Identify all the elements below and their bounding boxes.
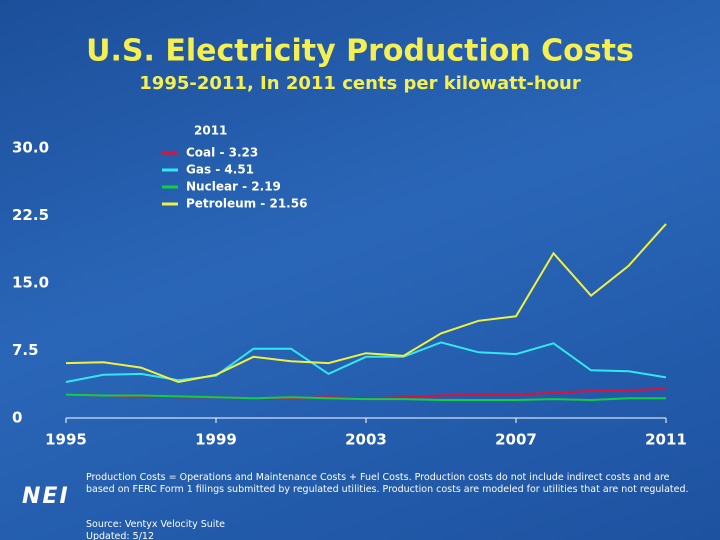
legend-label: Coal - 3.23	[186, 146, 258, 160]
legend-label: Gas - 4.51	[186, 163, 254, 177]
logo: NEI	[22, 484, 70, 509]
updated: Updated: 5/12	[86, 531, 154, 540]
x-tick-label: 1999	[195, 431, 237, 449]
y-tick-label: 7.5	[12, 341, 39, 359]
x-tick-label: 1995	[45, 431, 87, 449]
series-line	[65, 341, 667, 383]
series-line	[65, 223, 667, 384]
chart-subtitle: 1995-2011, In 2011 cents per kilowatt-ho…	[139, 73, 581, 94]
x-tick-label: 2007	[495, 431, 537, 449]
legend-label: Nuclear - 2.19	[186, 180, 281, 194]
series-line	[65, 393, 667, 402]
y-tick-label: 22.5	[12, 206, 49, 224]
chart-title: U.S. Electricity Production Costs	[86, 34, 634, 69]
x-tick-label: 2003	[345, 431, 387, 449]
footnote: Production Costs = Operations and Mainte…	[86, 472, 689, 495]
x-tick-label: 2011	[645, 431, 687, 449]
y-tick-label: 30.0	[12, 139, 49, 157]
legend-label: Petroleum - 21.56	[186, 197, 307, 211]
legend-title: 2011	[194, 124, 227, 138]
source: Source: Ventyx Velocity Suite	[86, 519, 226, 530]
y-tick-label: 0	[12, 409, 22, 427]
y-tick-label: 15.0	[12, 274, 49, 292]
